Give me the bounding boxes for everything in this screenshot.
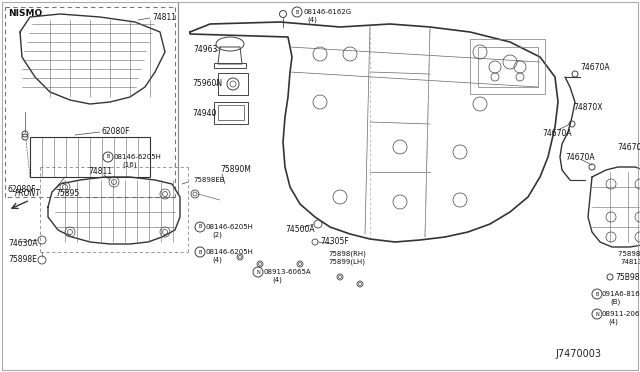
Text: 75898E: 75898E — [8, 256, 37, 264]
Text: 74670A: 74670A — [580, 62, 610, 71]
Text: B: B — [295, 10, 299, 15]
Text: 74500A: 74500A — [285, 225, 315, 234]
Text: 75960N: 75960N — [192, 80, 222, 89]
Text: 62080F: 62080F — [102, 128, 131, 137]
Text: 08146-6205H: 08146-6205H — [206, 249, 254, 255]
Text: N: N — [595, 311, 599, 317]
Text: (2): (2) — [212, 232, 222, 238]
Text: 74811: 74811 — [88, 167, 112, 176]
Text: 74670A: 74670A — [542, 129, 572, 138]
Text: 74940: 74940 — [192, 109, 216, 119]
Text: 75899(LH): 75899(LH) — [328, 259, 365, 265]
Text: 75895: 75895 — [55, 189, 79, 199]
Text: 74963: 74963 — [193, 45, 218, 55]
Text: 74305F: 74305F — [320, 237, 349, 247]
Bar — [470, 39, 545, 94]
Bar — [218, 73, 248, 95]
Text: 08146-6205H: 08146-6205H — [206, 224, 254, 230]
Text: B: B — [198, 250, 202, 254]
Text: B: B — [198, 224, 202, 230]
Text: 74630A: 74630A — [8, 240, 38, 248]
Text: 75898(RH): 75898(RH) — [328, 251, 366, 257]
Text: 08146-6205H: 08146-6205H — [114, 154, 162, 160]
Text: (4): (4) — [272, 277, 282, 283]
Text: B: B — [595, 292, 598, 296]
Text: 74670A: 74670A — [617, 142, 640, 151]
Text: (B): (B) — [610, 299, 620, 305]
Text: 091A6-8161A: 091A6-8161A — [602, 291, 640, 297]
Text: (4): (4) — [307, 17, 317, 23]
Bar — [218, 105, 244, 120]
Text: FRONT: FRONT — [15, 189, 41, 199]
Text: 08911-2062H: 08911-2062H — [602, 311, 640, 317]
Text: (16): (16) — [122, 162, 136, 168]
Text: 74811: 74811 — [152, 13, 176, 22]
Bar — [214, 102, 248, 124]
Text: J7470003: J7470003 — [555, 349, 601, 359]
Text: N: N — [256, 269, 260, 275]
Text: 62080F: 62080F — [8, 185, 36, 193]
Bar — [30, 137, 150, 177]
Text: (4): (4) — [608, 319, 618, 325]
Text: (4): (4) — [212, 257, 222, 263]
Text: 75B98EA: 75B98EA — [615, 273, 640, 282]
Bar — [478, 47, 538, 87]
Bar — [214, 63, 246, 68]
Text: 75898EB: 75898EB — [193, 177, 225, 183]
Text: 74870X: 74870X — [573, 103, 602, 112]
Text: 74670A: 74670A — [565, 153, 595, 161]
Text: 74813N(LH): 74813N(LH) — [620, 259, 640, 265]
Text: 75890M: 75890M — [220, 166, 251, 174]
Text: 08913-6065A: 08913-6065A — [264, 269, 312, 275]
Text: NISMO: NISMO — [8, 10, 42, 19]
Text: 75898+A (RH): 75898+A (RH) — [618, 251, 640, 257]
Text: B: B — [106, 154, 109, 160]
Text: 08146-6162G: 08146-6162G — [303, 9, 351, 15]
